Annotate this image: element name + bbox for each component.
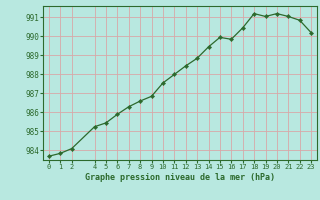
X-axis label: Graphe pression niveau de la mer (hPa): Graphe pression niveau de la mer (hPa) bbox=[85, 173, 275, 182]
